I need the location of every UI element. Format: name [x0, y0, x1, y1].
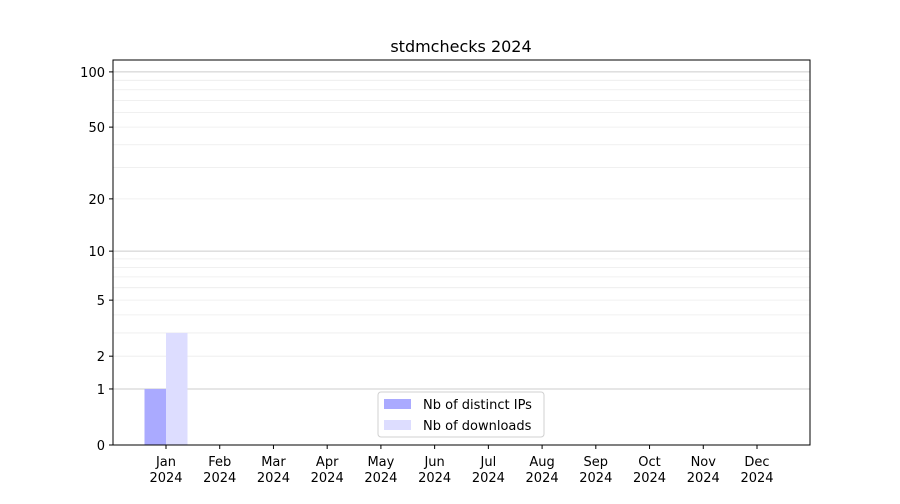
x-tick-label: Jan 2024 [149, 455, 182, 486]
bar-nb-of-downloads-0 [166, 332, 188, 445]
y-tick-label: 0 [97, 439, 105, 454]
x-tick-label: Nov 2024 [687, 455, 720, 486]
legend: Nb of distinct IPs Nb of downloads [377, 391, 545, 438]
y-tick-label: 20 [88, 193, 105, 208]
x-tick-label: Feb 2024 [203, 455, 236, 486]
y-tick-label: 1 [97, 383, 105, 398]
x-tick-label: Dec 2024 [740, 455, 773, 486]
x-tick-label: Oct 2024 [633, 455, 666, 486]
y-tick-label: 100 [80, 66, 105, 81]
y-tick-label: 2 [97, 350, 105, 365]
legend-box [377, 391, 545, 438]
x-tick-label: Jun 2024 [418, 455, 451, 486]
x-tick-label: May 2024 [364, 455, 397, 486]
chart-title: stdmchecks 2024 [390, 37, 531, 56]
x-tick-label: Apr 2024 [311, 455, 344, 486]
x-tick-label: Aug 2024 [526, 455, 559, 486]
x-tick-label: Jul 2024 [472, 455, 505, 486]
legend-label: Nb of downloads [423, 419, 532, 434]
legend-label: Nb of distinct IPs [423, 398, 532, 413]
y-tick-label: 5 [97, 294, 105, 309]
plot-frame [112, 59, 811, 446]
legend-swatch [384, 420, 411, 430]
y-tick-label: 50 [88, 121, 105, 136]
legend-swatch [384, 399, 411, 409]
x-tick-label: Sep 2024 [579, 455, 612, 486]
bar-nb-of-distinct-ips-0 [144, 388, 166, 445]
x-tick-label: Mar 2024 [257, 455, 290, 486]
y-tick-label: 10 [88, 245, 105, 260]
